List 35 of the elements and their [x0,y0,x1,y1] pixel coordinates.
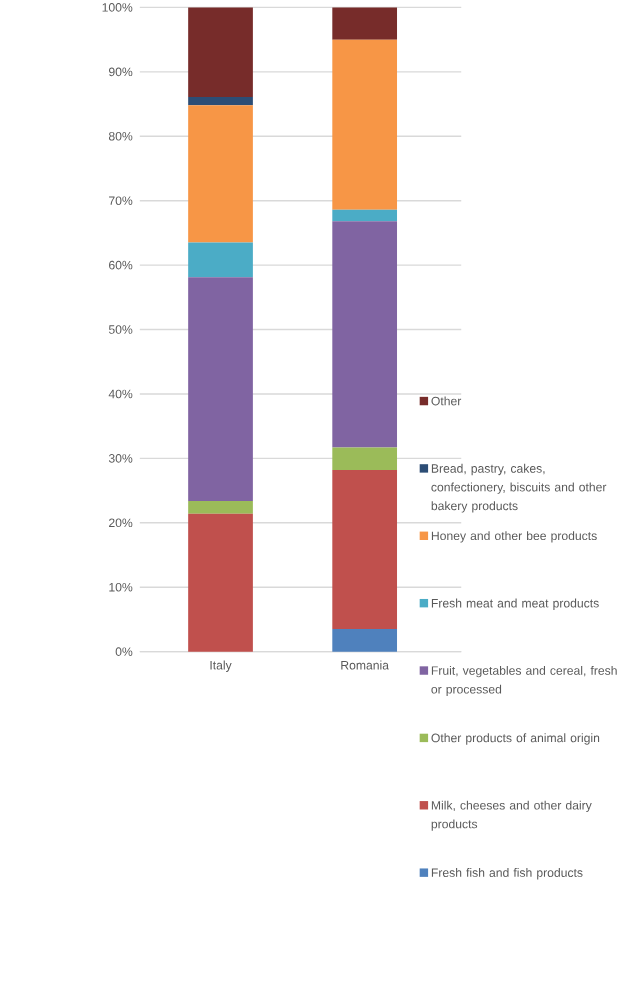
legend-label: Other [431,396,462,406]
legend-label: Fresh meat and meat products [432,598,599,610]
bar [332,629,398,652]
bar [188,96,254,106]
bar [188,7,254,97]
x-tick-label: Italy [210,660,232,672]
bar [188,105,254,243]
x-tick-label: Romania [341,660,390,670]
y-tick-label: 70% [109,196,133,205]
bar [188,500,254,514]
legend-label: Fresh fish and fish products [432,868,583,880]
legend-label: Fruit, vegetables and cereal, fresh or processed [431,665,617,696]
bar [332,209,398,222]
y-tick-label: 60% [109,260,133,270]
bar [332,447,398,470]
y-tick-label: 80% [109,131,133,141]
legend-label: Honey and other bee products [432,531,597,543]
bar [332,7,398,40]
y-tick-label: 40% [108,389,133,399]
bar [188,242,254,278]
bar [188,277,254,501]
bar [332,469,398,630]
legend-label: Milk, cheeses and other dairy products [431,800,592,831]
y-tick-label: 100% [102,3,133,12]
bar [332,39,398,210]
y-tick-label: 50% [109,325,133,334]
legend-label: Other products of animal origin [431,733,600,745]
y-tick-label: 30% [109,454,133,463]
y-tick-label: 0% [115,647,133,656]
y-tick-label: 10% [109,582,133,592]
bar [188,513,254,652]
bar [332,221,398,448]
y-tick-label: 90% [109,67,133,77]
legend-label: Bread, pastry, cakes, confectionery, biscuits and other bakery products [431,463,607,513]
y-tick-label: 20% [109,518,133,528]
